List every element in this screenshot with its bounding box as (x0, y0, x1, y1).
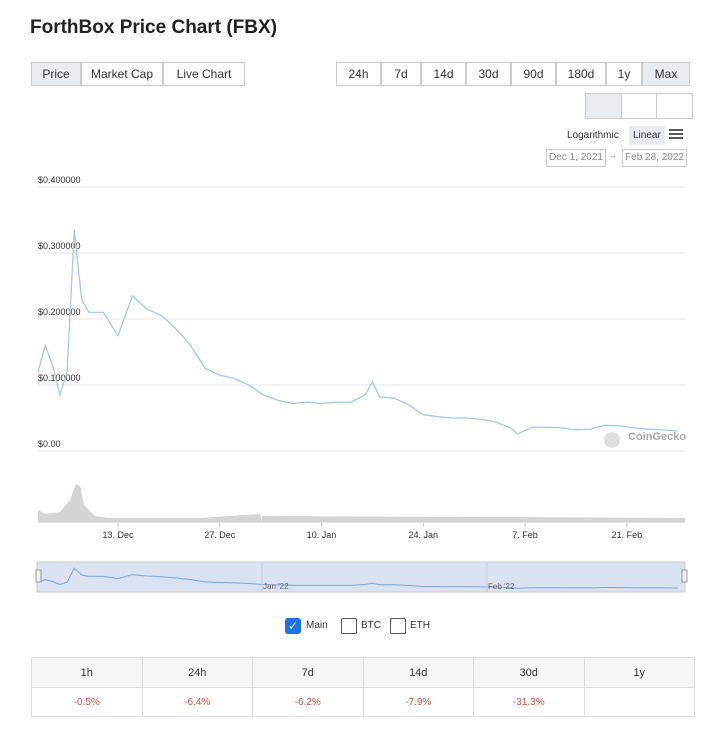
y-tick-label: $0.00 (38, 439, 61, 449)
chart-type-toggle[interactable] (585, 93, 693, 119)
table-header: 1y (583, 657, 695, 688)
table-header: 1h (31, 657, 143, 688)
tab[interactable]: Market Cap (81, 62, 163, 86)
range-button[interactable]: 180d (556, 62, 606, 86)
x-tick-label: 24. Jan (409, 530, 439, 540)
range-button[interactable]: Max (642, 62, 690, 86)
checkbox-main[interactable]: ✓ (285, 618, 301, 634)
table-change: -31.3% (473, 687, 585, 717)
navigator-handle (681, 569, 688, 583)
table-change: -7.9% (362, 687, 474, 717)
navigator-label: Feb '22 (488, 582, 515, 591)
watermark: CoinGecko (628, 431, 686, 443)
y-tick-label: $0.300000 (38, 241, 81, 251)
date-from[interactable]: Dec 1, 2021 (546, 149, 606, 167)
table-header: 24h (141, 657, 253, 688)
title: ForthBox Price Chart (FBX) (30, 17, 278, 38)
x-tick-label: 21. Feb (612, 530, 643, 540)
table-change: -6.4% (141, 687, 253, 717)
checkbox-eth[interactable] (390, 618, 406, 634)
scale-log[interactable]: Logarithmic (567, 130, 619, 141)
tab[interactable]: Live Chart (163, 62, 245, 86)
table-header: 30d (473, 657, 585, 688)
navigator-line (37, 567, 678, 589)
navigator[interactable] (36, 561, 686, 593)
x-tick-label: 13. Dec (102, 530, 134, 540)
navigator-label: Jan '22 (263, 582, 289, 591)
range-button[interactable]: 90d (511, 62, 556, 86)
volume-area (38, 484, 685, 522)
table-change (583, 687, 695, 717)
table-header: 14d (362, 657, 474, 688)
x-tick-label: 27. Dec (204, 530, 236, 540)
range-button[interactable]: 14d (421, 62, 466, 86)
x-tick-label: 10. Jan (307, 530, 337, 540)
y-tick-label: $0.200000 (38, 307, 81, 317)
date-to[interactable]: Feb 28, 2022 (622, 149, 687, 167)
watermark-logo (604, 432, 620, 448)
legend-btc: BTC (361, 620, 381, 631)
menu[interactable] (669, 129, 683, 139)
range-button[interactable]: 7d (381, 62, 421, 86)
legend-eth: ETH (410, 620, 430, 631)
legend-main: Main (306, 620, 328, 631)
tab[interactable]: Price (31, 62, 81, 86)
x-tick-label: 7. Feb (512, 530, 538, 540)
range-button[interactable]: 1y (606, 62, 642, 86)
price-line (37, 229, 678, 435)
table-change: -6.2% (252, 687, 364, 717)
navigator-handle (35, 569, 42, 583)
y-tick-label: $0.400000 (38, 175, 81, 185)
y-tick-label: $0.100000 (38, 373, 81, 383)
checkbox-btc[interactable] (341, 618, 357, 634)
range-button[interactable]: 30d (466, 62, 511, 86)
arrow: → (608, 150, 617, 160)
table-header: 7d (252, 657, 364, 688)
table-change: -0.5% (31, 687, 143, 717)
scale-linear[interactable]: Linear (629, 126, 665, 145)
range-button[interactable]: 24h (336, 62, 381, 86)
